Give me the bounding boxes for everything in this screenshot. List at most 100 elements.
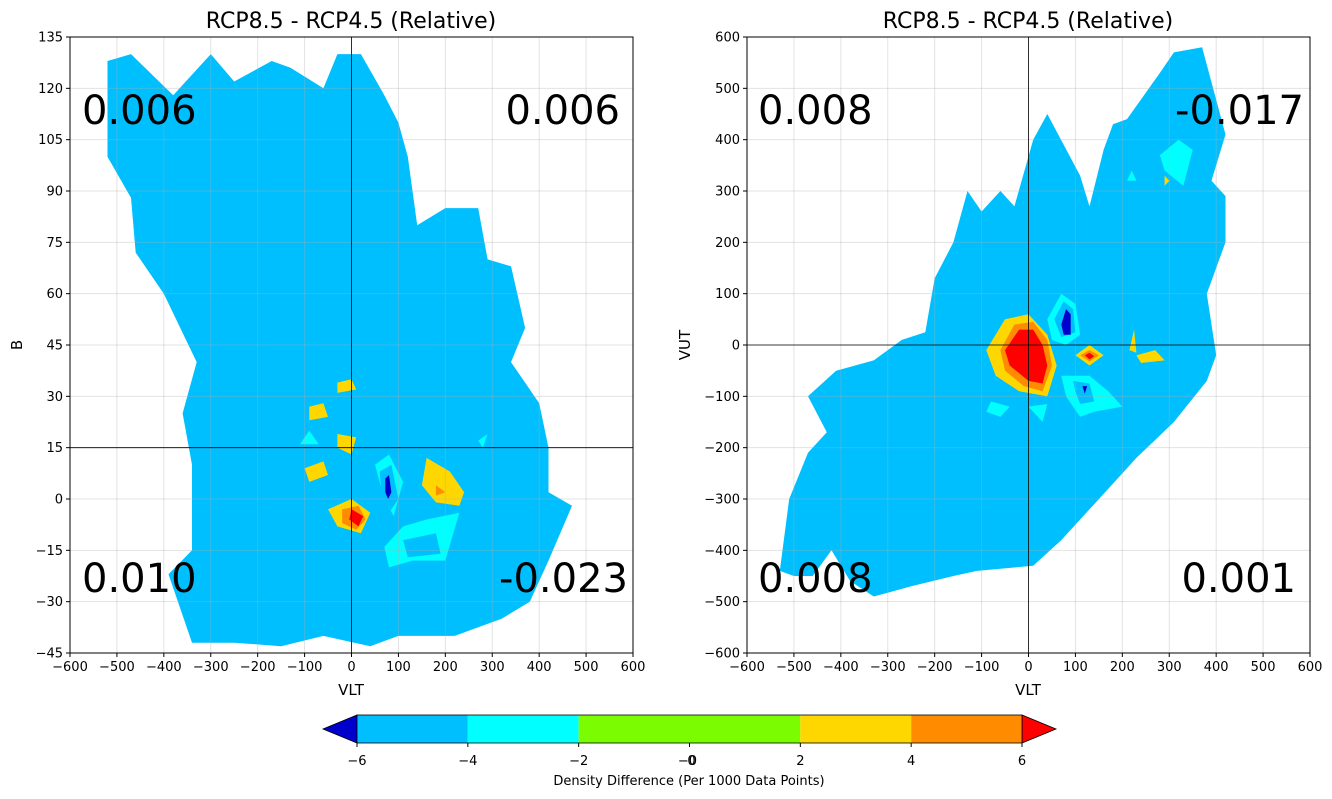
right-bottom-left-value: 0.008 [758, 556, 873, 602]
contour-region [1082, 386, 1088, 394]
contour-region [309, 403, 328, 421]
x-tick-label: −300 [193, 660, 229, 675]
left-y-axis-label: B [8, 340, 26, 350]
contour-region [1073, 380, 1095, 404]
y-tick-label: 0 [732, 339, 740, 354]
colorbar-segment [911, 715, 1022, 743]
contour-region [304, 461, 328, 482]
y-tick-label: −200 [704, 441, 740, 456]
x-tick-label: −200 [917, 660, 953, 675]
x-tick-label: −400 [823, 660, 859, 675]
y-tick-label: −300 [704, 493, 740, 508]
right-top-right-value: -0.017 [1175, 88, 1304, 134]
contour-region [1136, 350, 1165, 363]
x-tick-label: 400 [527, 660, 552, 675]
colorbar-tick-label: −6 [347, 754, 366, 769]
right-top-left-value: 0.008 [758, 88, 873, 134]
x-tick-label: −500 [776, 660, 812, 675]
contour-region [403, 533, 441, 558]
x-tick-label: 600 [1298, 660, 1323, 675]
y-tick-label: 135 [38, 31, 63, 46]
y-tick-label: 60 [46, 287, 63, 302]
y-tick-label: 75 [46, 236, 63, 251]
left-chart-title: RCP8.5 - RCP4.5 (Relative) [206, 9, 496, 34]
left-bottom-right-value: -0.023 [499, 556, 628, 602]
x-tick-label: −100 [964, 660, 1000, 675]
x-tick-label: −500 [99, 660, 135, 675]
colorbar-segment [800, 715, 912, 743]
colorbar-over-extension [1021, 714, 1058, 744]
contour-region [1084, 352, 1095, 360]
y-tick-label: 400 [715, 133, 740, 148]
colorbar-tick-label: −4 [458, 754, 477, 769]
x-tick-label: 600 [621, 660, 646, 675]
right-panel: RCP8.5 - RCP4.5 (Relative) −600 −500 −400−… [676, 9, 1322, 699]
y-tick-label: −500 [704, 595, 740, 610]
contour-region [1129, 329, 1137, 353]
y-tick-label: 500 [715, 82, 740, 97]
y-tick-label: −45 [36, 647, 63, 662]
x-tick-label: 500 [1251, 660, 1276, 675]
y-tick-label: 120 [38, 82, 63, 97]
colorbar-under-extension [321, 714, 358, 744]
y-tick-label: 200 [715, 236, 740, 251]
x-tick-label: −200 [240, 660, 276, 675]
colorbar-segment [467, 715, 579, 743]
x-tick-label: 500 [574, 660, 599, 675]
left-x-axis-label: VLT [338, 681, 365, 699]
x-tick-label: 0 [347, 660, 355, 675]
x-tick-label: −600 [729, 660, 765, 675]
left-top-right-value: 0.006 [505, 88, 620, 134]
y-tick-label: 600 [715, 31, 740, 46]
contour-region [349, 509, 364, 527]
contour-region [1028, 404, 1048, 422]
x-tick-label: −300 [870, 660, 906, 675]
x-tick-label: −400 [146, 660, 182, 675]
y-tick-label: −100 [704, 390, 740, 405]
y-tick-label: 105 [38, 133, 63, 148]
y-tick-label: 30 [46, 390, 63, 405]
contour-fills [779, 47, 1226, 597]
x-tick-label: 300 [1157, 660, 1182, 675]
colorbar-label: Density Difference (Per 1000 Data Points… [553, 774, 824, 789]
contour-region [1061, 309, 1071, 335]
left-panel: RCP8.5 - RCP4.5 (Relative) −600 −500 −400−… [8, 9, 645, 699]
colorbar-segment [357, 715, 468, 743]
right-y-axis-label: VUT [676, 329, 694, 360]
colorbar: −6 −4 −2 −00 2 4 6 Density Difference (Per 100… [321, 714, 1058, 789]
colorbar-tick-label: −0 [678, 754, 697, 769]
colorbar-tick-label: 6 [1018, 754, 1026, 769]
x-tick-label: 300 [480, 660, 505, 675]
y-tick-label: −30 [36, 595, 63, 610]
y-tick-label: −600 [704, 647, 740, 662]
y-tick-label: −15 [36, 544, 63, 559]
contour-region [1164, 175, 1170, 186]
y-tick-label: 45 [46, 339, 63, 354]
y-tick-label: 100 [715, 287, 740, 302]
contour-region [421, 457, 465, 506]
contour-region [435, 485, 446, 496]
right-x-axis-label: VLT [1015, 681, 1042, 699]
left-bottom-left-value: 0.010 [82, 556, 197, 602]
colorbar-tick-label: 4 [907, 754, 915, 769]
contour-region [299, 430, 319, 445]
right-chart-title: RCP8.5 - RCP4.5 (Relative) [883, 9, 1173, 34]
y-tick-label: 15 [46, 441, 63, 456]
x-tick-label: 0 [1024, 660, 1032, 675]
x-tick-label: 400 [1204, 660, 1229, 675]
contour-fills [107, 54, 572, 647]
x-tick-label: 200 [1110, 660, 1135, 675]
y-tick-label: −400 [704, 544, 740, 559]
x-tick-label: 100 [1063, 660, 1088, 675]
contour-region [1005, 329, 1048, 384]
contour-region [779, 47, 1226, 597]
y-tick-label: 300 [715, 185, 740, 200]
contour-region [478, 434, 488, 448]
colorbar-tick-label: −2 [569, 754, 588, 769]
x-tick-label: 100 [386, 660, 411, 675]
x-tick-label: −100 [287, 660, 323, 675]
x-tick-label: 200 [433, 660, 458, 675]
colorbar-tick-label: 0 [687, 754, 695, 769]
contour-region [1127, 170, 1137, 181]
